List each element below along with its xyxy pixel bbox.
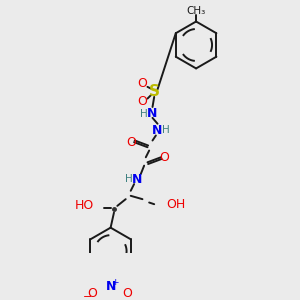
Text: N: N: [147, 107, 158, 120]
Text: S: S: [149, 84, 160, 99]
Text: O: O: [159, 151, 169, 164]
Text: O: O: [87, 286, 97, 299]
Text: H: H: [162, 125, 170, 135]
Text: CH₃: CH₃: [187, 6, 206, 16]
Text: HO: HO: [75, 200, 94, 212]
Text: +: +: [111, 278, 118, 287]
Text: H: H: [140, 109, 148, 119]
Text: O: O: [137, 95, 147, 109]
Text: N: N: [132, 172, 142, 186]
Text: −: −: [82, 292, 92, 300]
Text: N: N: [152, 124, 163, 137]
Text: H: H: [125, 174, 133, 184]
Text: O: O: [126, 136, 136, 149]
Text: N: N: [105, 280, 116, 293]
Text: O: O: [137, 77, 147, 90]
Text: OH: OH: [166, 198, 185, 211]
Text: O: O: [122, 286, 132, 299]
